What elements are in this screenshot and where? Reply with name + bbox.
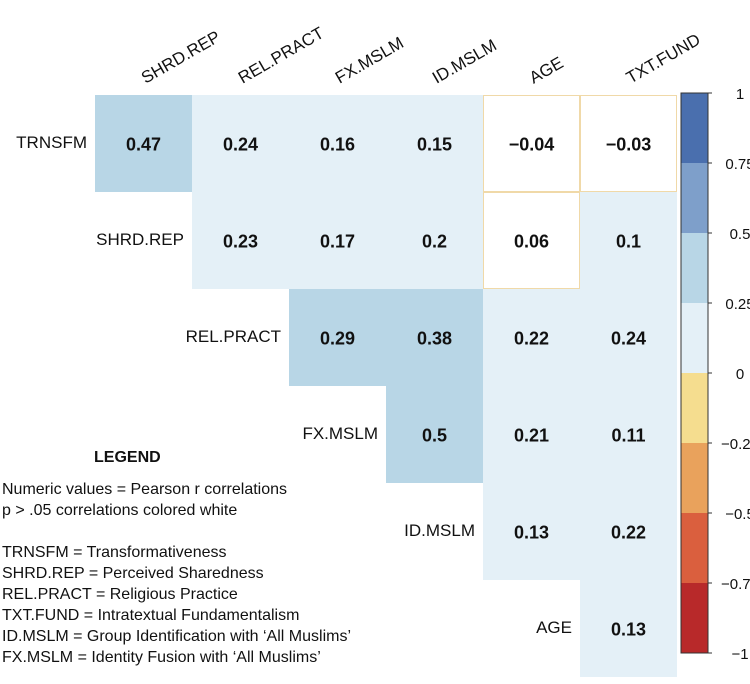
heatmap-cell bbox=[483, 95, 580, 192]
column-label-age: AGE bbox=[526, 53, 567, 87]
heatmap-cell bbox=[580, 580, 677, 677]
correlation-value: 0.22 bbox=[514, 329, 549, 349]
heatmap-cell bbox=[95, 95, 192, 192]
column-label-shrd-rep: SHRD.REP bbox=[138, 27, 224, 87]
heatmap-cell bbox=[580, 483, 677, 580]
correlation-value: 0.17 bbox=[320, 232, 355, 252]
colorbar-tick-label: 0 bbox=[736, 366, 744, 383]
correlation-value: 0.11 bbox=[611, 426, 645, 446]
legend-def-rel-pract: REL.PRACT = Religious Practice bbox=[2, 586, 238, 603]
colorbar-tick-label: −0.75 bbox=[721, 576, 750, 593]
heatmap-cell bbox=[483, 289, 580, 386]
colorbar-tick-label: 0.25 bbox=[725, 296, 750, 313]
heatmap-cell bbox=[580, 289, 677, 386]
legend-def-fx-mslm: FX.MSLM = Identity Fusion with ‘All Musl… bbox=[2, 649, 321, 666]
correlation-value: 0.5 bbox=[422, 426, 447, 446]
heatmap-cell bbox=[580, 192, 677, 289]
correlation-value: 0.1 bbox=[616, 232, 641, 252]
heatmap-cell bbox=[192, 192, 289, 289]
heatmap-cell bbox=[289, 289, 386, 386]
column-label-txt-fund: TXT.FUND bbox=[623, 30, 704, 88]
nonsignificant-cell-outline bbox=[580, 95, 677, 192]
colorbar-tick-label: −0.5 bbox=[725, 506, 750, 523]
correlation-value: 0.23 bbox=[223, 232, 258, 252]
legend-def-txt-fund: TXT.FUND = Intratextual Fundamentalism bbox=[2, 607, 300, 624]
colorbar-bin bbox=[681, 583, 708, 653]
correlation-value: 0.15 bbox=[417, 135, 452, 155]
nonsignificant-cell-outline bbox=[483, 192, 580, 289]
nonsignificant-cell-outline bbox=[483, 95, 580, 192]
colorbar-bin bbox=[681, 163, 708, 233]
column-label-rel-pract: REL.PRACT bbox=[235, 23, 327, 87]
correlation-value: 0.38 bbox=[417, 329, 452, 349]
row-label-fx-mslm: FX.MSLM bbox=[302, 424, 378, 443]
legend-note-significance: p > .05 correlations colored white bbox=[2, 502, 238, 519]
colorbar-tick-label: −0.25 bbox=[721, 436, 750, 453]
legend-def-shrd-rep: SHRD.REP = Perceived Sharedness bbox=[2, 565, 264, 582]
correlation-value: 0.22 bbox=[611, 523, 646, 543]
legend-spacer bbox=[2, 521, 382, 542]
heatmap-cell bbox=[192, 95, 289, 192]
correlation-value: 0.29 bbox=[320, 329, 355, 349]
colorbar-bin bbox=[681, 513, 708, 583]
legend-panel: LEGEND Numeric values = Pearson r correl… bbox=[2, 447, 382, 668]
correlation-value: 0.16 bbox=[320, 135, 355, 155]
heatmap-cell bbox=[386, 386, 483, 483]
heatmap-cell bbox=[386, 192, 483, 289]
colorbar-bin bbox=[681, 443, 708, 513]
legend-note-values: Numeric values = Pearson r correlations bbox=[2, 481, 288, 498]
colorbar-bin bbox=[681, 233, 708, 303]
colorbar-bin bbox=[681, 303, 708, 373]
correlation-value: 0.21 bbox=[514, 426, 549, 446]
colorbar-tick-label: 1 bbox=[736, 86, 744, 103]
correlation-value: 0.24 bbox=[223, 135, 258, 155]
heatmap-cell bbox=[289, 95, 386, 192]
row-label-age: AGE bbox=[536, 618, 572, 637]
legend-def-trnsfm: TRNSFM = Transformativeness bbox=[2, 544, 227, 561]
correlation-value: −0.04 bbox=[509, 135, 555, 155]
correlation-value: 0.13 bbox=[611, 620, 646, 640]
correlation-value: 0.24 bbox=[611, 329, 646, 349]
heatmap-cell bbox=[483, 386, 580, 483]
colorbar-tick-label: 0.5 bbox=[730, 226, 750, 243]
heatmap-cell bbox=[386, 289, 483, 386]
colorbar-tick-label: −1 bbox=[731, 646, 748, 663]
row-label-trnsfm: TRNSFM bbox=[16, 133, 87, 152]
heatmap-cell bbox=[483, 483, 580, 580]
correlation-value: 0.47 bbox=[126, 135, 161, 155]
row-label-id-mslm: ID.MSLM bbox=[404, 521, 475, 540]
colorbar-bin bbox=[681, 373, 708, 443]
legend-title: LEGEND bbox=[94, 449, 161, 466]
heatmap-cell bbox=[580, 95, 677, 192]
correlation-value: 0.2 bbox=[422, 232, 447, 252]
correlation-value: −0.03 bbox=[606, 135, 652, 155]
colorbar-tick-label: 0.75 bbox=[725, 156, 750, 173]
heatmap-cell bbox=[386, 95, 483, 192]
column-label-id-mslm: ID.MSLM bbox=[429, 36, 500, 88]
column-label-fx-mslm: FX.MSLM bbox=[332, 33, 407, 87]
legend-def-id-mslm: ID.MSLM = Group Identification with ‘All… bbox=[2, 628, 351, 645]
colorbar-bin bbox=[681, 93, 708, 163]
correlation-value: 0.06 bbox=[514, 232, 549, 252]
heatmap-cell bbox=[483, 192, 580, 289]
row-label-shrd-rep: SHRD.REP bbox=[96, 230, 184, 249]
heatmap-cell bbox=[580, 386, 677, 483]
row-label-rel-pract: REL.PRACT bbox=[186, 327, 281, 346]
correlation-value: 0.13 bbox=[514, 523, 549, 543]
heatmap-cell bbox=[289, 192, 386, 289]
